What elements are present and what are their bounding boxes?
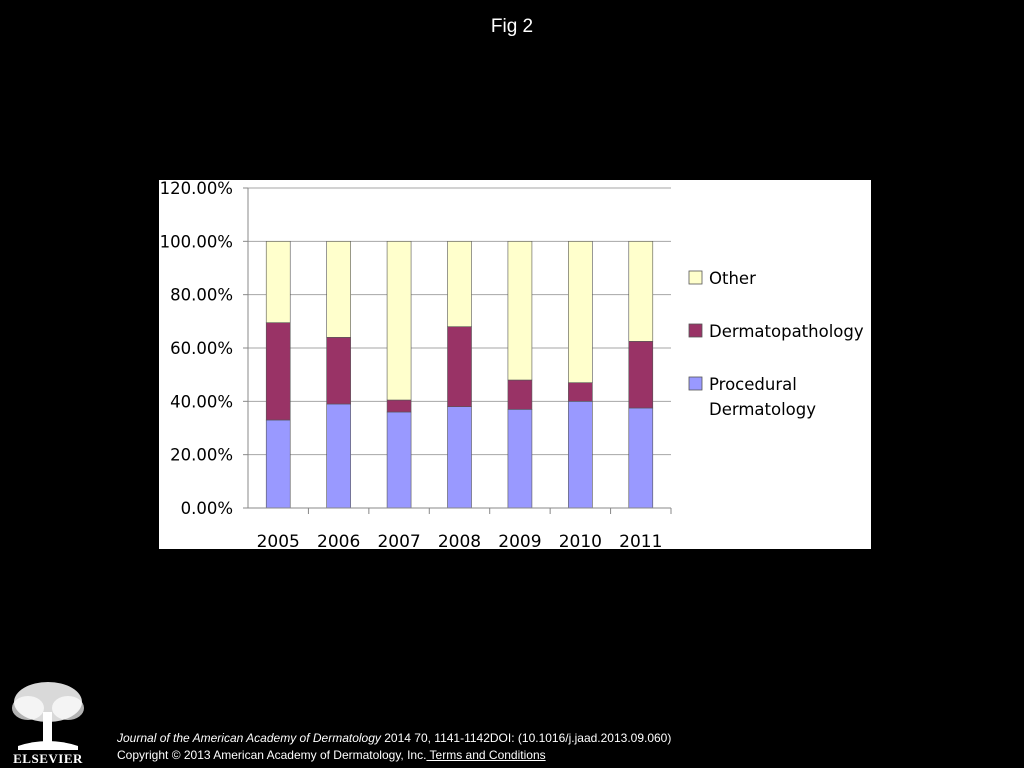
- x-tick-label: 2010: [559, 532, 602, 549]
- copyright-line: Copyright © 2013 American Academy of Der…: [117, 747, 671, 764]
- y-tick-label: 20.00%: [170, 446, 233, 465]
- bar-segment: [568, 382, 593, 402]
- x-tick-labels: 2005 2006 2007 2008 2009 2010 2011: [257, 532, 663, 549]
- bar-segment: [326, 241, 351, 338]
- y-tick-label: 80.00%: [170, 286, 233, 305]
- bar-segment: [568, 241, 593, 383]
- journal-name: Journal of the American Academy of Derma…: [117, 731, 381, 745]
- citation-line: Journal of the American Academy of Derma…: [117, 730, 671, 747]
- bar-segment: [265, 241, 291, 323]
- bar-segment: [507, 379, 533, 410]
- y-tick-label: 60.00%: [170, 339, 233, 358]
- bar-segment: [326, 403, 351, 509]
- citation-block: Journal of the American Academy of Derma…: [117, 730, 671, 764]
- bar-segment: [386, 399, 412, 413]
- bar-segment: [628, 407, 654, 509]
- x-tick-label: 2011: [619, 532, 662, 549]
- x-tick-label: 2008: [438, 532, 481, 549]
- bar-segment: [386, 411, 412, 509]
- citation-details: 2014 70, 1141-1142DOI: (10.1016/j.jaad.2…: [380, 731, 672, 745]
- copyright-text: Copyright © 2013 American Academy of Der…: [117, 748, 427, 762]
- publisher-name: ELSEVIER: [13, 751, 83, 766]
- legend-label: Dermatopathology: [709, 322, 864, 341]
- axes: [243, 187, 672, 514]
- bar-segment: [447, 326, 472, 407]
- bars: [265, 241, 654, 509]
- bar-segment: [628, 341, 654, 409]
- chart-panel: 0.00% 20.00% 40.00% 60.00% 80.00% 100.00% 120.…: [159, 180, 871, 549]
- y-tick-label: 40.00%: [170, 392, 233, 411]
- legend: Other Dermatopathology Procedural Dermatolo…: [688, 269, 864, 419]
- bar-segment: [568, 401, 593, 509]
- x-tick-label: 2009: [498, 532, 541, 549]
- legend-label: Procedural: [709, 375, 797, 394]
- legend-label: Dermatology: [709, 400, 816, 419]
- y-tick-labels: 0.00% 20.00% 40.00% 60.00% 80.00% 100.00% 120.…: [160, 180, 233, 518]
- bar-segment: [265, 322, 291, 421]
- y-tick-label: 0.00%: [181, 499, 233, 518]
- bar-segment: [265, 419, 291, 509]
- x-tick-label: 2005: [257, 532, 300, 549]
- bar-segment: [326, 337, 351, 405]
- terms-and-conditions-link[interactable]: Terms and Conditions: [426, 748, 546, 762]
- legend-label: Other: [709, 269, 756, 288]
- x-tick-label: 2006: [317, 532, 360, 549]
- figure-title: Fig 2: [490, 16, 534, 37]
- legend-swatch: [688, 270, 703, 285]
- bar-segment: [447, 406, 472, 509]
- x-tick-label: 2007: [377, 532, 420, 549]
- bar-segment: [386, 241, 412, 401]
- legend-swatch: [688, 323, 703, 338]
- y-tick-label: 120.00%: [160, 180, 233, 198]
- bar-segment: [507, 241, 533, 381]
- stacked-bar-chart: 0.00% 20.00% 40.00% 60.00% 80.00% 100.00% 120.…: [160, 180, 864, 549]
- bar-segment: [447, 241, 472, 327]
- tree-icon: [12, 682, 84, 750]
- bar-segment: [507, 409, 533, 509]
- legend-swatch: [688, 376, 703, 391]
- bar-segment: [628, 241, 654, 342]
- y-tick-label: 100.00%: [160, 232, 233, 251]
- elsevier-logo: ELSEVIER: [12, 682, 84, 766]
